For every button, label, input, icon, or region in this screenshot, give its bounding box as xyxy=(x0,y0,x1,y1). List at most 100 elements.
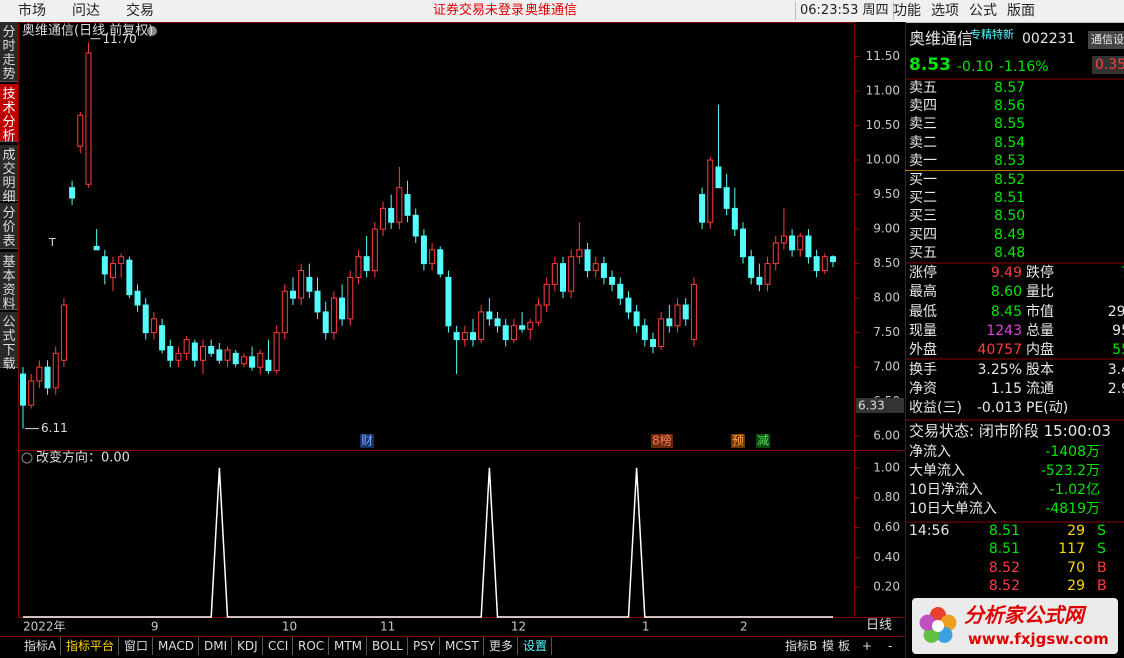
tick-price: 8.52 xyxy=(988,559,1020,576)
candle-body xyxy=(224,349,231,361)
menu-item[interactable]: 问达 xyxy=(72,3,100,19)
candle-body xyxy=(543,283,550,306)
indicator-tab[interactable]: - xyxy=(888,639,893,653)
candle-body xyxy=(707,159,714,223)
stat-label: 市值 xyxy=(1026,303,1054,320)
candle-body xyxy=(461,332,468,341)
indicator-tab[interactable]: MCST xyxy=(441,637,484,655)
indicator-tab[interactable]: 板 xyxy=(838,639,851,653)
y-tick-label: 6.00 xyxy=(873,429,900,443)
book-label: 买二 xyxy=(909,190,937,207)
book-price: 8.56 xyxy=(994,98,1026,115)
side-tab[interactable]: 成交明细 xyxy=(0,145,18,205)
candle-body xyxy=(715,166,722,189)
indicator-tab[interactable]: DMI xyxy=(200,637,233,655)
side-tab[interactable]: 技术分析 xyxy=(0,84,18,144)
indicator-tab[interactable]: ROC xyxy=(294,637,330,655)
marker: T xyxy=(48,236,56,249)
indicator-tab[interactable]: KDJ xyxy=(233,637,263,655)
indicator-tab[interactable]: + xyxy=(862,639,873,653)
candle-body xyxy=(453,332,460,341)
candle-body xyxy=(371,228,378,272)
petal xyxy=(940,614,957,631)
flow-value: -1.02亿 xyxy=(1049,482,1100,498)
indicator-tab[interactable]: 指标A xyxy=(20,637,62,655)
candle-body xyxy=(183,339,190,354)
side-tab[interactable]: 分价表 xyxy=(0,203,18,249)
stat-value: 9.49 xyxy=(990,265,1022,281)
candle-body xyxy=(756,276,763,285)
tick-volume: 117 xyxy=(1058,541,1085,558)
change: -0.10 xyxy=(957,59,994,75)
book-price: 8.53 xyxy=(994,152,1026,169)
stat-value: 8.45 xyxy=(990,303,1022,320)
indicator-tab[interactable]: MACD xyxy=(154,637,199,655)
book-label: 买三 xyxy=(909,208,937,225)
indicator-tab[interactable]: 指标B xyxy=(785,639,818,653)
side-tab[interactable]: 分时走势 xyxy=(0,22,18,82)
period-tab[interactable]: 日线 xyxy=(866,618,893,633)
menu-item[interactable]: 选项 xyxy=(931,3,959,19)
stat-label: 换手 xyxy=(909,361,937,378)
candle-body xyxy=(437,249,444,275)
book-price: 8.54 xyxy=(994,134,1026,151)
stat-value: 3.4 xyxy=(1107,361,1124,378)
candle-body xyxy=(240,356,247,365)
chart-bg xyxy=(18,22,905,636)
candle-body xyxy=(821,256,828,272)
side-tab[interactable]: 基本资料 xyxy=(0,252,18,312)
indicator-tab[interactable]: PSY xyxy=(409,637,441,655)
menu-item[interactable]: 公式 xyxy=(969,3,997,19)
menu-item[interactable]: 交易 xyxy=(126,3,154,19)
candle-body xyxy=(650,339,656,347)
indicator-tab[interactable]: CCI xyxy=(264,637,294,655)
petal xyxy=(919,614,936,631)
y-tick-label: 7.00 xyxy=(873,360,900,374)
indicator-tab[interactable]: 更多 xyxy=(485,637,519,655)
candle-body xyxy=(69,187,76,199)
menu-item[interactable]: 市场 xyxy=(18,3,46,19)
book-label: 卖一 xyxy=(909,152,937,169)
candle-body xyxy=(584,249,591,272)
menu-item[interactable]: 功能 xyxy=(893,3,921,19)
indicator-tabs: 指标A 指标平台 窗口 MACD DMI KDJ CCI ROC MTM BOLL PSY MCST 更… xyxy=(0,636,905,658)
candle-body xyxy=(666,318,673,327)
indicator-tab[interactable]: 指标平台 xyxy=(62,637,120,655)
stat-label: 收益(三) xyxy=(909,400,962,417)
candle-body xyxy=(641,325,648,341)
candle-body xyxy=(690,283,697,341)
candle-body xyxy=(52,352,59,389)
candle-body xyxy=(134,290,141,306)
candle-body xyxy=(748,256,755,278)
candle-body xyxy=(20,373,26,406)
candle-body xyxy=(617,283,624,299)
indicator-tab[interactable]: BOLL xyxy=(368,637,408,655)
indicator-tab[interactable]: 窗口 xyxy=(120,637,154,655)
candle-body xyxy=(494,318,501,327)
candle-body xyxy=(306,276,313,292)
tick-volume: 29 xyxy=(1067,578,1085,595)
candle-body xyxy=(478,311,485,341)
chart-title: 奥维通信(日线,前复权) xyxy=(22,23,153,39)
stock-tag: 专精特新 xyxy=(970,28,1014,41)
menu-item[interactable]: 版面 xyxy=(1007,3,1035,19)
side-tab[interactable]: 公式下载 xyxy=(0,312,18,372)
candle-body xyxy=(28,380,35,406)
candle-body xyxy=(93,245,100,251)
stat-value: 8.60 xyxy=(990,284,1022,301)
stat-value: 29. xyxy=(1107,303,1124,320)
candle-body xyxy=(44,366,51,389)
candle-body xyxy=(249,356,256,368)
login-notice: 证券交易未登录 xyxy=(433,3,525,18)
indicator-tab[interactable]: 模 xyxy=(822,639,835,653)
stat-label: 净资 xyxy=(909,380,937,397)
indicator-tab[interactable]: 设置 xyxy=(519,637,553,655)
y-tick-label: 0.80 xyxy=(873,490,900,504)
event-marker: 8榜 xyxy=(652,433,672,448)
x-tick-label: 12 xyxy=(511,620,526,634)
indicator-tab[interactable]: MTM xyxy=(330,637,368,655)
industry: 通信设 xyxy=(1088,31,1124,49)
candle-body xyxy=(167,345,174,361)
